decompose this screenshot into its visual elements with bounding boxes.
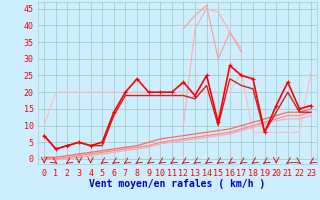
X-axis label: Vent moyen/en rafales ( km/h ): Vent moyen/en rafales ( km/h ) <box>90 179 266 189</box>
